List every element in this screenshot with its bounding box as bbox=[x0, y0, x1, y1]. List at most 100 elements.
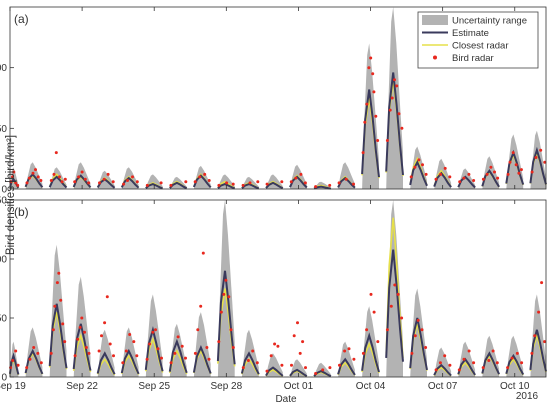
bird-radar-point-a-21-0 bbox=[506, 172, 510, 176]
bird-radar-point-a-6-1 bbox=[159, 181, 163, 185]
bird-radar-point-a-9-1 bbox=[225, 181, 229, 185]
bird-radar-point-b-0-1 bbox=[11, 359, 15, 362]
bird-radar-point-b-3-4 bbox=[83, 330, 86, 334]
panel-a-frame bbox=[9, 6, 547, 190]
bird-radar-point-b-13-1 bbox=[321, 368, 325, 372]
estimate-line-b-16 bbox=[385, 249, 404, 362]
bird-radar-point-b-17-4 bbox=[424, 346, 428, 349]
panel-b-uncertainty-bands bbox=[10, 200, 546, 377]
bird-radar-point-a-1-5 bbox=[39, 179, 43, 182]
bird-radar-point-a-15-8 bbox=[376, 139, 380, 142]
bird-radar-point-b-3-0 bbox=[73, 354, 77, 358]
bird-radar-point-b-17-3 bbox=[420, 328, 424, 332]
uncertainty-band-a-22 bbox=[530, 130, 546, 189]
bird-radar-point-a-10-0 bbox=[241, 183, 245, 187]
estimate-line-b-19 bbox=[457, 357, 476, 376]
bird-radar-point-b-22-4 bbox=[543, 340, 547, 344]
legend-label-3: Bird radar bbox=[452, 53, 494, 64]
x-tick-label-7: Oct 10 bbox=[500, 381, 530, 392]
bird-radar-point-b-2-6 bbox=[61, 322, 65, 326]
bird-radar-point-b-18-2 bbox=[443, 354, 447, 358]
x-tick-labels: Sep 19 Sep 22 Sep 25 Sep 28 Oct 01 Oct 04 Oct … bbox=[0, 381, 530, 392]
bird-radar-point-b-8-4 bbox=[205, 346, 209, 349]
bird-radar-point-a-22-0 bbox=[530, 170, 534, 174]
bird-radar-point-a-22-2 bbox=[539, 148, 543, 152]
bird-radar-point-a-11-0 bbox=[265, 182, 269, 186]
bird-radar-point-b-20-0 bbox=[481, 366, 485, 370]
bird-radar-point-b-5-1 bbox=[124, 349, 128, 353]
panel-b: 0 50 100 150 (b) bbox=[0, 196, 547, 384]
bird-radar-point-b-8-1 bbox=[196, 328, 200, 332]
bird-radar-point-a-10-1 bbox=[248, 181, 252, 185]
bird-radar-point-a-4-1 bbox=[102, 177, 106, 181]
estimate-line-b-10 bbox=[240, 351, 260, 375]
bird-radar-point-b-16-1 bbox=[389, 304, 393, 308]
bird-radar-point-a-17-2 bbox=[417, 158, 421, 162]
bird-radar-point-a-22-1 bbox=[534, 156, 538, 159]
bird-radar-point-b-20-1 bbox=[487, 359, 491, 362]
estimate-line-a-3 bbox=[72, 174, 92, 189]
estimate-line-a-15 bbox=[361, 89, 380, 178]
bird-radar-point-b-1-4 bbox=[39, 361, 43, 365]
bird-radar-point-a-1-0 bbox=[25, 181, 29, 185]
bird-radar-point-a-13-0 bbox=[314, 185, 318, 189]
bird-radar-point-a-16-6 bbox=[400, 126, 404, 130]
bird-radar-point-b-1-0 bbox=[25, 366, 29, 370]
bird-radar-point-b-7-2 bbox=[176, 335, 180, 339]
bird-radar-point-b-6-4 bbox=[156, 347, 160, 351]
bird-radar-point-b-11-2 bbox=[273, 342, 277, 346]
estimate-line-b-20 bbox=[481, 351, 501, 375]
bird-radar-point-b-15-0 bbox=[361, 351, 365, 355]
bird-radar-point-b-9-3 bbox=[224, 278, 228, 282]
bird-radar-point-b-15-2 bbox=[369, 292, 373, 296]
bird-radar-point-b-5-3 bbox=[132, 340, 136, 344]
estimate-line-b-0 bbox=[9, 352, 20, 375]
bird-radar-point-b-20-3 bbox=[495, 361, 499, 365]
bird-radar-point-a-18-3 bbox=[448, 175, 452, 179]
panel-b-y-tick-label: 100 bbox=[0, 255, 7, 266]
estimate-line-b-15 bbox=[361, 332, 380, 373]
bird-radar-point-a-12-3 bbox=[303, 181, 307, 185]
bird-radar-point-a-2-2 bbox=[54, 151, 58, 155]
bird-radar-point-b-9-6 bbox=[231, 346, 235, 349]
bird-radar-point-a-5-2 bbox=[131, 175, 134, 179]
estimate-line-a-16 bbox=[385, 72, 404, 176]
bird-radar-point-a-0-3 bbox=[14, 181, 18, 185]
bird-radar-point-a-16-0 bbox=[385, 139, 389, 142]
panel-a-y-tick-label: 100 bbox=[0, 63, 7, 74]
bird-radar-point-b-1-2 bbox=[32, 346, 36, 349]
bird-radar-point-a-7-0 bbox=[169, 183, 173, 187]
bird-radar-point-b-5-4 bbox=[135, 354, 139, 358]
bird-radar-point-a-17-4 bbox=[424, 172, 428, 176]
bird-radar-point-b-16-2 bbox=[393, 283, 397, 287]
estimate-line-b-21 bbox=[505, 353, 525, 375]
y-axis-label: Bird densities [bird/km²] bbox=[5, 135, 17, 255]
bird-radar-point-b-0-2 bbox=[14, 349, 18, 353]
bird-radar-point-b-4-0 bbox=[97, 349, 101, 353]
bird-radar-point-b-15-1 bbox=[365, 328, 369, 332]
bird-radar-point-a-2-4 bbox=[60, 180, 64, 184]
bird-radar-point-b-17-0 bbox=[410, 351, 414, 355]
bird-radar-point-a-20-0 bbox=[481, 177, 485, 181]
bird-radar-point-a-1-2 bbox=[31, 171, 35, 175]
bird-radar-point-a-0-4 bbox=[16, 183, 20, 187]
bird-radar-point-a-18-0 bbox=[434, 177, 438, 181]
bird-radar-point-a-20-1 bbox=[485, 172, 489, 176]
bird-radar-point-a-0-1 bbox=[11, 175, 14, 179]
bird-radar-point-b-14-0 bbox=[338, 363, 341, 367]
bird-radar-point-b-4-5 bbox=[112, 354, 115, 358]
panel-a-axes: 0 50 100 bbox=[0, 6, 547, 196]
bird-radar-point-b-17-1 bbox=[413, 334, 417, 338]
bird-radar-point-a-16-2 bbox=[390, 96, 394, 100]
bird-radar-point-b-3-2 bbox=[78, 325, 82, 329]
bird-radar-point-a-14-1 bbox=[344, 177, 348, 181]
panel-b-label: (b) bbox=[14, 205, 29, 219]
bird-radar-point-a-2-5 bbox=[63, 177, 67, 181]
bird-radar-point-b-14-1 bbox=[343, 349, 347, 353]
bird-radar-point-a-15-2 bbox=[365, 102, 369, 106]
estimate-line-a-5 bbox=[120, 176, 140, 189]
bird-radar-point-b-5-0 bbox=[121, 361, 125, 365]
bird-radar-point-a-9-2 bbox=[231, 182, 235, 186]
